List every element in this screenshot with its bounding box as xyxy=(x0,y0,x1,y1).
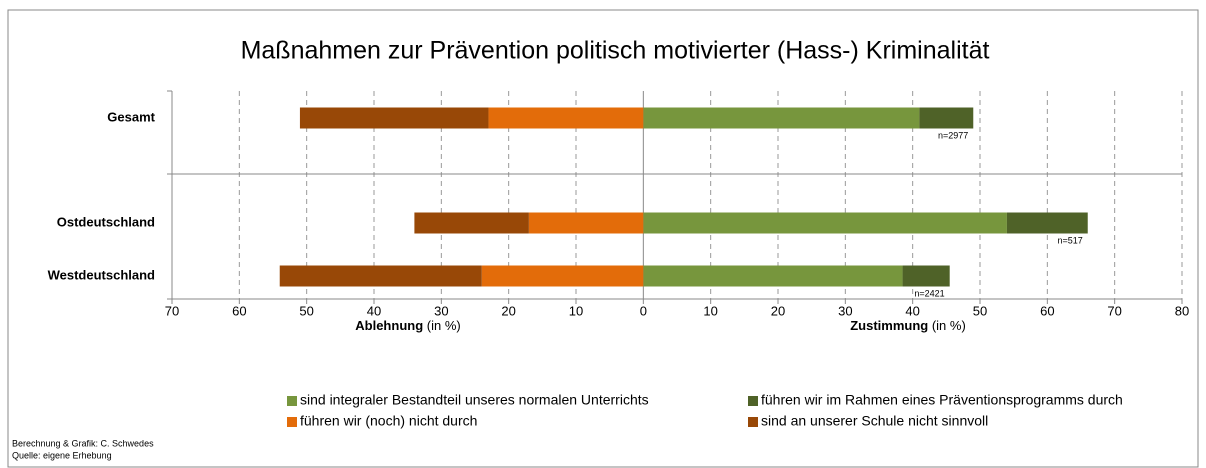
x-tick-label: 10 xyxy=(569,303,583,318)
axis-label-bold: Zustimmung xyxy=(850,318,928,333)
x-tick-label: 40 xyxy=(367,303,381,318)
x-tick-label: 10 xyxy=(703,303,717,318)
x-tick-label: 40 xyxy=(905,303,919,318)
axis-label-bold: Ablehnung xyxy=(355,318,423,333)
x-axis-label-left: Ablehnung (in %) xyxy=(355,318,460,333)
axis-label-unit: (in %) xyxy=(427,318,461,333)
bar-segment xyxy=(643,265,903,287)
bar-segment xyxy=(528,212,644,234)
x-tick-label: 30 xyxy=(434,303,448,318)
x-tick-label: 50 xyxy=(299,303,313,318)
x-tick-label: 30 xyxy=(838,303,852,318)
bar-segment xyxy=(1006,212,1088,234)
bar-segment xyxy=(919,107,974,129)
x-tick-label: 50 xyxy=(973,303,987,318)
bar-segment xyxy=(902,265,950,287)
bar-segment xyxy=(481,265,644,287)
bar-segment xyxy=(414,212,529,234)
legend-label: führen wir im Rahmen eines Präventionspr… xyxy=(761,392,1123,408)
category-label: Gesamt xyxy=(107,109,155,124)
frame xyxy=(7,9,1199,468)
legend-label: sind integraler Bestandteil unseres norm… xyxy=(300,392,649,408)
chart-title: Maßnahmen zur Prävention politisch motiv… xyxy=(241,37,990,65)
category-label: Westdeutschland xyxy=(48,267,155,282)
x-tick-label: 20 xyxy=(771,303,785,318)
x-tick-label: 70 xyxy=(165,303,179,318)
legend-label: führen wir (noch) nicht durch xyxy=(300,413,477,429)
x-tick-label: 0 xyxy=(640,303,647,318)
bar-segment xyxy=(488,107,644,129)
axis-label-unit: (in %) xyxy=(932,318,966,333)
legend-label: sind an unserer Schule nicht sinnvoll xyxy=(761,413,988,429)
x-tick-label: 60 xyxy=(232,303,246,318)
x-axis-label-right: Zustimmung (in %) xyxy=(850,318,966,333)
bar-segment xyxy=(299,107,489,129)
legend-swatch xyxy=(748,396,758,406)
x-tick-label: 80 xyxy=(1175,303,1189,318)
x-tick-label: 70 xyxy=(1107,303,1121,318)
x-tick-label: 20 xyxy=(501,303,515,318)
x-tick-label: 60 xyxy=(1040,303,1054,318)
legend-swatch xyxy=(748,417,758,427)
annotation: n=2977 xyxy=(938,130,968,140)
annotation: n=2421 xyxy=(914,288,944,298)
bar-segment xyxy=(643,212,1007,234)
bar-segment xyxy=(279,265,482,287)
legend-swatch xyxy=(287,417,297,427)
bar-segment xyxy=(643,107,920,129)
annotation: n=517 xyxy=(1057,235,1082,245)
footnote: Quelle: eigene Erhebung xyxy=(12,450,112,460)
legend-swatch xyxy=(287,396,297,406)
category-label: Ostdeutschland xyxy=(57,214,155,229)
footnote: Berechnung & Grafik: C. Schwedes xyxy=(12,438,154,448)
